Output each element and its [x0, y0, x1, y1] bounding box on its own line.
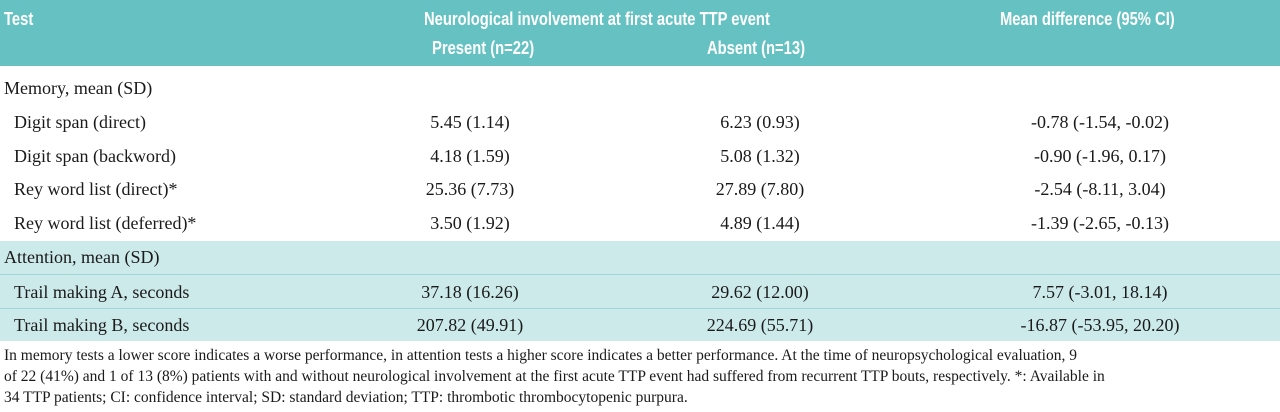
footnote-line: 34 TTP patients; CI: confidence interval…: [4, 389, 688, 406]
table-row: Rey word list (deferred)* 3.50 (1.92) 4.…: [0, 206, 1280, 240]
header-present: Present (n=22): [432, 38, 535, 58]
cell-mean-difference: -0.90 (-1.96, 0.17): [1034, 146, 1166, 166]
section-attention: Attention, mean (SD): [0, 240, 1280, 274]
cell-present: 207.82 (49.91): [416, 315, 524, 335]
footnote-line: In memory tests a lower score indicates …: [4, 347, 1077, 364]
cell-mean-difference: -1.39 (-2.65, -0.13): [1031, 213, 1169, 233]
section-title: Attention, mean (SD): [4, 247, 160, 267]
table-header: Test Neurological involvement at first a…: [0, 0, 1280, 66]
cell-mean-difference: -0.78 (-1.54, -0.02): [1031, 112, 1169, 132]
section-memory: Memory, mean (SD): [0, 71, 1280, 105]
row-label: Rey word list (direct)*: [14, 179, 178, 199]
row-label: Rey word list (deferred)*: [14, 213, 197, 233]
row-label: Digit span (direct): [14, 112, 146, 132]
header-group: Neurological involvement at first acute …: [424, 9, 770, 29]
row-divider: [0, 274, 1280, 275]
cell-absent: 5.08 (1.32): [720, 146, 800, 166]
header-test: Test: [4, 9, 34, 29]
section-title: Memory, mean (SD): [4, 78, 153, 98]
row-label: Digit span (backword): [14, 146, 176, 166]
header-absent: Absent (n=13): [707, 38, 806, 58]
cell-present: 5.45 (1.14): [430, 112, 510, 132]
cell-absent: 224.69 (55.71): [706, 315, 814, 335]
cell-present: 3.50 (1.92): [430, 213, 510, 233]
header-mean-difference: Mean difference (95% CI): [1000, 9, 1175, 29]
footnote-line: of 22 (41%) and 1 of 13 (8%) patients wi…: [4, 368, 1105, 385]
cell-mean-difference: -16.87 (-53.95, 20.20): [1020, 315, 1180, 335]
row-label: Trail making A, seconds: [14, 282, 190, 302]
table-row: Trail making B, seconds 207.82 (49.91) 2…: [0, 308, 1280, 342]
table-footnote: In memory tests a lower score indicates …: [4, 345, 1276, 408]
cell-present: 25.36 (7.73): [425, 179, 515, 199]
cell-absent: 6.23 (0.93): [720, 112, 800, 132]
table-row: Rey word list (direct)* 25.36 (7.73) 27.…: [0, 172, 1280, 206]
cell-mean-difference: 7.57 (-3.01, 18.14): [1032, 282, 1168, 302]
table-row: Digit span (backword) 4.18 (1.59) 5.08 (…: [0, 139, 1280, 173]
attention-band: [0, 241, 1280, 341]
cell-mean-difference: -2.54 (-8.11, 3.04): [1034, 179, 1166, 199]
cell-present: 4.18 (1.59): [430, 146, 510, 166]
row-label: Trail making B, seconds: [14, 315, 190, 335]
row-divider: [0, 308, 1280, 309]
cell-absent: 4.89 (1.44): [720, 213, 800, 233]
table-row: Digit span (direct) 5.45 (1.14) 6.23 (0.…: [0, 105, 1280, 139]
cell-absent: 27.89 (7.80): [715, 179, 805, 199]
cell-present: 37.18 (16.26): [421, 282, 519, 302]
cell-absent: 29.62 (12.00): [711, 282, 809, 302]
table-row: Trail making A, seconds 37.18 (16.26) 29…: [0, 275, 1280, 309]
